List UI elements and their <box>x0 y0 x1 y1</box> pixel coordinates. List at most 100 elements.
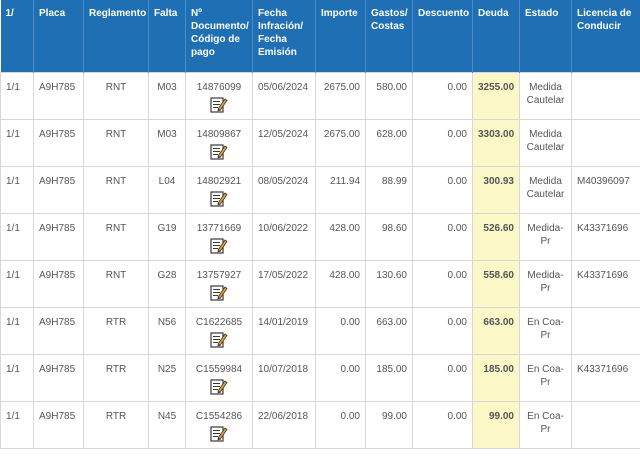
cell-descuento: 0.00 <box>412 212 473 261</box>
cell-fecha: 17/05/2022 <box>252 259 316 308</box>
cell-placa: A9H785 <box>33 353 84 402</box>
cell-licencia <box>571 306 640 355</box>
cell-importe: 2675.00 <box>315 118 366 167</box>
cell-deuda: 185.00 <box>472 353 520 402</box>
document-number: C1559984 <box>195 363 243 375</box>
cell-importe: 211.94 <box>315 165 366 214</box>
table-row: 1/1 A9H785 RNT G19 13771669 10/06/2022 4… <box>0 212 640 261</box>
cell-fecha: 14/01/2019 <box>252 306 316 355</box>
cell-index: 1/1 <box>0 212 34 261</box>
cell-gastos: 185.00 <box>365 353 413 402</box>
cell-importe: 428.00 <box>315 259 366 308</box>
cell-documento: C1554286 <box>185 400 253 449</box>
cell-falta: L04 <box>148 165 186 214</box>
cell-placa: A9H785 <box>33 306 84 355</box>
cell-descuento: 0.00 <box>412 118 473 167</box>
cell-deuda: 526.60 <box>472 212 520 261</box>
cell-gastos: 130.60 <box>365 259 413 308</box>
cell-index: 1/1 <box>0 165 34 214</box>
cell-descuento: 0.00 <box>412 259 473 308</box>
cell-licencia: K43371696 <box>571 259 640 308</box>
cell-deuda: 558.60 <box>472 259 520 308</box>
header-licencia: Licencia de Conducir <box>571 0 640 72</box>
cell-deuda: 663.00 <box>472 306 520 355</box>
table-row: 1/1 A9H785 RNT M03 14809867 12/05/2024 2… <box>0 118 640 167</box>
cell-placa: A9H785 <box>33 165 84 214</box>
document-number: C1622685 <box>195 316 243 328</box>
table-row: 1/1 A9H785 RTR N45 C1554286 22/06/2018 0… <box>0 400 640 449</box>
cell-estado: En Coa-Pr <box>519 306 572 355</box>
header-gastos: Gastos/ Costas <box>365 0 413 72</box>
cell-reglamento: RTR <box>83 306 149 355</box>
cell-importe: 428.00 <box>315 212 366 261</box>
edit-document-icon[interactable] <box>210 96 228 113</box>
edit-document-icon[interactable] <box>210 331 228 348</box>
header-documento: Nº Documento/ Código de pago <box>185 0 253 72</box>
header-deuda: Deuda <box>472 0 520 72</box>
cell-falta: M03 <box>148 118 186 167</box>
header-estado: Estado <box>519 0 572 72</box>
cell-descuento: 0.00 <box>412 71 473 120</box>
cell-placa: A9H785 <box>33 212 84 261</box>
header-index: 1/ <box>0 0 34 72</box>
cell-falta: M03 <box>148 71 186 120</box>
cell-index: 1/1 <box>0 71 34 120</box>
cell-estado: En Coa-Pr <box>519 353 572 402</box>
cell-importe: 0.00 <box>315 400 366 449</box>
cell-index: 1/1 <box>0 118 34 167</box>
cell-index: 1/1 <box>0 353 34 402</box>
cell-reglamento: RNT <box>83 212 149 261</box>
header-importe: Importe <box>315 0 366 72</box>
header-placa: Placa <box>33 0 84 72</box>
cell-descuento: 0.00 <box>412 400 473 449</box>
cell-deuda: 99.00 <box>472 400 520 449</box>
cell-placa: A9H785 <box>33 118 84 167</box>
cell-estado: Medida-Pr <box>519 212 572 261</box>
edit-document-icon[interactable] <box>210 190 228 207</box>
cell-descuento: 0.00 <box>412 165 473 214</box>
cell-index: 1/1 <box>0 259 34 308</box>
cell-licencia: K43371696 <box>571 212 640 261</box>
cell-documento: 13757927 <box>185 259 253 308</box>
cell-documento: 14876099 <box>185 71 253 120</box>
edit-document-icon[interactable] <box>210 143 228 160</box>
cell-gastos: 628.00 <box>365 118 413 167</box>
cell-gastos: 663.00 <box>365 306 413 355</box>
cell-deuda: 3303.00 <box>472 118 520 167</box>
document-number: 13771669 <box>196 222 242 234</box>
edit-document-icon[interactable] <box>210 237 228 254</box>
document-number: 14802921 <box>196 175 242 187</box>
cell-reglamento: RNT <box>83 71 149 120</box>
edit-document-icon[interactable] <box>210 284 228 301</box>
cell-gastos: 580.00 <box>365 71 413 120</box>
edit-document-icon[interactable] <box>210 425 228 442</box>
cell-index: 1/1 <box>0 400 34 449</box>
cell-licencia <box>571 71 640 120</box>
cell-documento: 13771669 <box>185 212 253 261</box>
cell-falta: G28 <box>148 259 186 308</box>
edit-document-icon[interactable] <box>210 378 228 395</box>
cell-estado: En Coa-Pr <box>519 400 572 449</box>
header-reglamento: Reglamento <box>83 0 149 72</box>
cell-reglamento: RNT <box>83 259 149 308</box>
document-number: 14876099 <box>196 81 242 93</box>
cell-gastos: 98.60 <box>365 212 413 261</box>
document-number: 13757927 <box>196 269 242 281</box>
document-number: 14809867 <box>196 128 242 140</box>
cell-estado: Medida-Pr <box>519 259 572 308</box>
cell-licencia: M40396097 <box>571 165 640 214</box>
cell-documento: 14809867 <box>185 118 253 167</box>
header-descuento: Descuento <box>412 0 473 72</box>
header-fecha: Fecha Infración/ Fecha Emisión <box>252 0 316 72</box>
cell-placa: A9H785 <box>33 259 84 308</box>
cell-falta: N25 <box>148 353 186 402</box>
cell-licencia: K43371696 <box>571 353 640 402</box>
cell-deuda: 3255.00 <box>472 71 520 120</box>
document-number: C1554286 <box>195 410 243 422</box>
cell-reglamento: RTR <box>83 400 149 449</box>
table-row: 1/1 A9H785 RNT M03 14876099 05/06/2024 2… <box>0 71 640 120</box>
cell-fecha: 08/05/2024 <box>252 165 316 214</box>
cell-falta: N56 <box>148 306 186 355</box>
cell-licencia <box>571 118 640 167</box>
